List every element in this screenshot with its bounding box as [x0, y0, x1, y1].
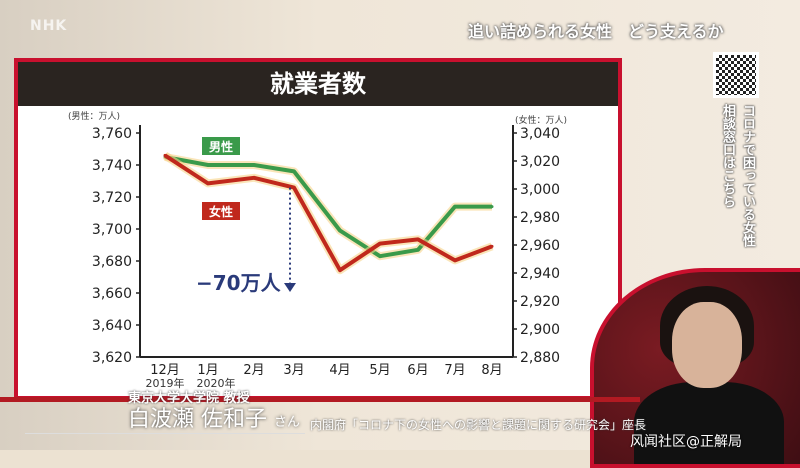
left-tick-label: 3,640 [92, 318, 132, 334]
x-tick-label: 1月 [197, 363, 218, 378]
side-text-1: コロナで困っている女性 [740, 104, 755, 247]
caption-affiliation: 東京大学大学院 教授 [128, 391, 250, 406]
year-label: 2019年 [146, 376, 185, 390]
x-tick-label: 8月 [481, 363, 502, 378]
divider [25, 433, 305, 434]
right-axis-label: (女性：万人) [515, 114, 567, 126]
name-text: 白波瀬 佐和子 [128, 407, 267, 432]
left-tick-label: 3,680 [92, 254, 132, 270]
data-point [252, 163, 256, 167]
honorific: さん [274, 415, 301, 430]
data-point [163, 153, 167, 157]
chart-title: 就業者数 [18, 62, 618, 106]
arrow-down-icon [284, 283, 296, 292]
left-tick-label: 3,660 [92, 286, 132, 302]
data-point [453, 205, 457, 209]
data-point [490, 205, 494, 209]
x-tick-label: 7月 [444, 363, 465, 378]
caption-role: 内閣府「コロナ下の女性への影響と課題に関する研究会」座長 [310, 418, 647, 432]
right-tick-label: 2,940 [520, 266, 560, 282]
x-tick-label: 3月 [283, 363, 304, 378]
presenter-body [634, 382, 784, 464]
legend-box [202, 202, 240, 220]
x-tick-label: 6月 [407, 363, 428, 378]
data-point [490, 244, 494, 248]
x-tick-label: 2月 [243, 363, 264, 378]
channel-logo: NHK [30, 18, 68, 34]
right-tick-label: 2,880 [520, 350, 560, 366]
side-text-2: 相談窓口はこちら [720, 104, 735, 208]
left-axis-label: (男性：万人) [68, 110, 120, 122]
legend-box [202, 137, 240, 155]
data-point [292, 186, 296, 190]
annotation-label: −70万人 [196, 271, 282, 295]
left-tick-label: 3,700 [92, 222, 132, 238]
legend-label-0: 男性 [209, 139, 233, 154]
data-point [416, 248, 420, 252]
year-label: 2020年 [197, 376, 236, 390]
data-point [252, 176, 256, 180]
right-tick-label: 3,000 [520, 182, 560, 198]
x-tick-label: 5月 [369, 363, 390, 378]
data-point [416, 237, 420, 241]
presenter-video [590, 268, 800, 468]
qr-code [713, 52, 759, 98]
data-point [338, 268, 342, 272]
presenter-face [672, 302, 742, 388]
right-tick-label: 2,960 [520, 238, 560, 254]
right-tick-label: 2,980 [520, 210, 560, 226]
data-point [378, 254, 382, 258]
right-tick-label: 2,900 [520, 322, 560, 338]
left-tick-label: 3,620 [92, 350, 132, 366]
caption-name: 白波瀬 佐和子 さん [128, 407, 300, 436]
data-point [338, 229, 342, 233]
data-point [378, 242, 382, 246]
right-tick-label: 3,020 [520, 154, 560, 170]
data-point [292, 169, 296, 173]
data-point [453, 258, 457, 262]
right-tick-label: 3,040 [520, 126, 560, 142]
x-tick-label: 4月 [329, 363, 350, 378]
data-point [206, 181, 210, 185]
left-tick-label: 3,720 [92, 190, 132, 206]
data-point [206, 163, 210, 167]
headline: 追い詰められる女性 どう支えるか [468, 22, 724, 41]
caption-bar [0, 397, 640, 402]
left-tick-label: 3,740 [92, 158, 132, 174]
watermark: 风闻社区@正解局 [630, 434, 742, 450]
line-chart: (男性：万人) (女性：万人) 3,620 3,640 3,660 3,680 3,700 3… [68, 110, 567, 390]
x-tick-label: 12月 [150, 363, 180, 378]
right-tick-label: 2,920 [520, 294, 560, 310]
left-tick-label: 3,760 [92, 126, 132, 142]
legend-label-1: 女性 [209, 204, 233, 219]
